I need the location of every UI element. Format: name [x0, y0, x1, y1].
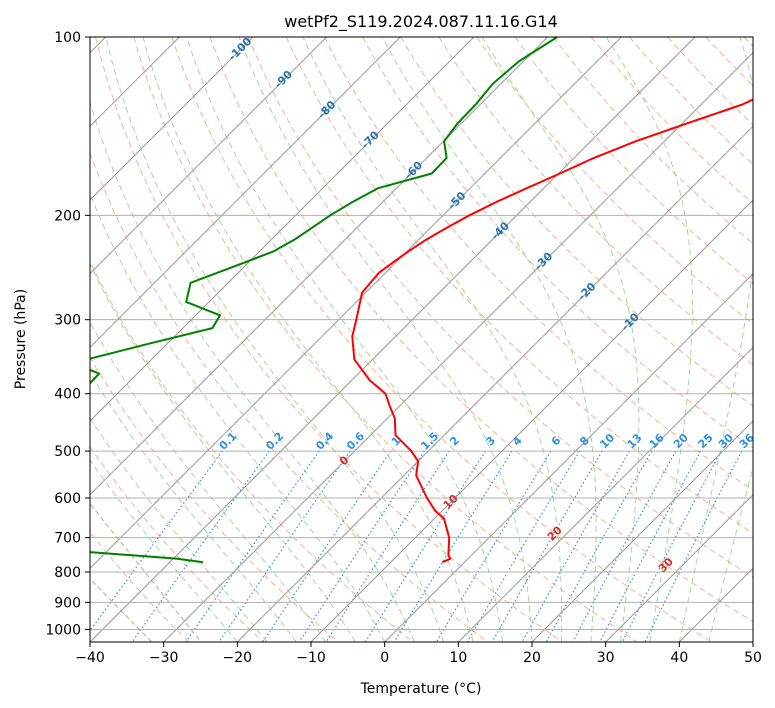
y-axis-label: Pressure (hPa)	[13, 289, 29, 389]
moist-adiabat-line	[90, 371, 297, 642]
mixing-ratio-line	[521, 450, 631, 642]
dry-adiabat-line	[90, 151, 488, 642]
plot-frame	[89, 36, 754, 643]
moist-adiabat-line	[238, 37, 533, 642]
moist-adiabat-line	[678, 37, 753, 642]
mixing-ratio-line	[599, 450, 702, 642]
dry-adiabat-line	[323, 37, 753, 491]
plot-area: -100-90-80-70-60-50-40-30-20-100.1 0.2 0.4…	[90, 37, 753, 642]
isotherm-line	[457, 346, 753, 642]
moist-adiabat-line	[605, 37, 693, 642]
moist-adiabat-line	[186, 37, 503, 642]
isotherm-line	[310, 199, 753, 642]
moist-adiabat-line	[481, 37, 640, 642]
dry-adiabat-line	[90, 356, 339, 642]
dry-adiabat-line	[476, 37, 753, 325]
x-tick-label: 50	[744, 650, 762, 666]
mixing-ratio-line	[545, 450, 653, 642]
y-tick-label: 1000	[45, 622, 81, 638]
auxiliary-curve	[90, 577, 153, 642]
mixing-ratio-line	[218, 450, 351, 642]
dry-adiabat-line	[133, 37, 638, 642]
y-axis: 100 200 300 400 500 600 700 800 900 1000	[45, 30, 90, 638]
sounding-series	[90, 37, 753, 564]
dewpoint-profile	[90, 37, 558, 564]
isotherm-line	[236, 125, 753, 642]
y-tick-label: 600	[54, 491, 81, 507]
x-tick-label: 30	[597, 650, 615, 666]
dry-adiabat-line	[285, 37, 753, 535]
x-tick-label: −20	[223, 650, 253, 666]
x-tick-label: −10	[296, 650, 326, 666]
moist-adiabat-line	[142, 37, 474, 642]
y-tick-label: 700	[54, 531, 81, 547]
isotherm-line	[90, 37, 328, 275]
temperature-profile	[351, 98, 753, 564]
auxiliary-curve	[90, 502, 202, 642]
isotherm-line	[90, 37, 475, 422]
x-tick-label: 0	[380, 650, 389, 666]
x-axis: −40 −30 −20 −10 0 10 20 30 40 50	[75, 642, 762, 666]
y-tick-label: 500	[54, 444, 81, 460]
mixing-ratio-line	[262, 450, 392, 642]
mixing-ratio-line	[644, 450, 743, 642]
x-tick-label: −40	[75, 650, 105, 666]
mixing-ratio-line	[185, 450, 320, 642]
isotherm-line	[384, 272, 753, 642]
x-tick-label: 10	[449, 650, 467, 666]
y-tick-label: 800	[54, 565, 81, 581]
dry-adiabat-line	[90, 445, 264, 642]
dry-adiabat-line	[438, 37, 753, 366]
moist-adiabat-line	[105, 37, 445, 642]
chart-title: wetPf2_S119.2024.087.11.16.G14	[284, 12, 558, 32]
moist-adiabat-line	[381, 37, 597, 642]
isotherm-line	[90, 37, 254, 201]
dry-adiabat-line	[95, 37, 563, 642]
isotherm-line	[163, 51, 753, 642]
moist-adiabats	[90, 37, 753, 642]
pressure-gridlines	[90, 37, 753, 630]
dry-adiabat-line	[247, 37, 753, 578]
moist-adiabat-line	[90, 262, 356, 642]
isotherm-line	[90, 37, 696, 642]
y-tick-label: 100	[54, 30, 81, 46]
moist-adiabat-line	[90, 417, 268, 642]
moist-adiabat-line	[90, 459, 238, 642]
mixing-ratio-line	[298, 450, 425, 642]
isotherm-line	[90, 37, 622, 570]
moist-adiabat-line	[302, 37, 563, 642]
isotherm-line	[531, 420, 753, 642]
mixing-ratio-lines	[90, 450, 743, 642]
moist-adiabat-line	[90, 192, 386, 642]
isotherm-line	[605, 493, 753, 642]
isotherms	[90, 37, 753, 642]
y-tick-label: 900	[54, 595, 81, 611]
isotherm-line	[90, 37, 401, 349]
moist-adiabat-line	[90, 100, 415, 642]
y-tick-label: 200	[54, 208, 81, 224]
x-tick-label: −30	[149, 650, 179, 666]
moist-adiabat-line	[90, 321, 327, 642]
mixing-ratio-line	[621, 450, 722, 642]
y-tick-label: 400	[54, 387, 81, 403]
x-axis-label: Temperature (°C)	[360, 681, 482, 697]
auxiliary-curves	[90, 502, 202, 642]
mixing-ratio-line	[491, 450, 603, 642]
moist-adiabat-line	[708, 465, 753, 642]
x-tick-label: 40	[670, 650, 688, 666]
dry-adiabat-line	[209, 37, 753, 623]
mixing-ratio-line	[572, 450, 677, 642]
y-tick-label: 300	[54, 313, 81, 329]
x-tick-label: 20	[523, 650, 541, 666]
